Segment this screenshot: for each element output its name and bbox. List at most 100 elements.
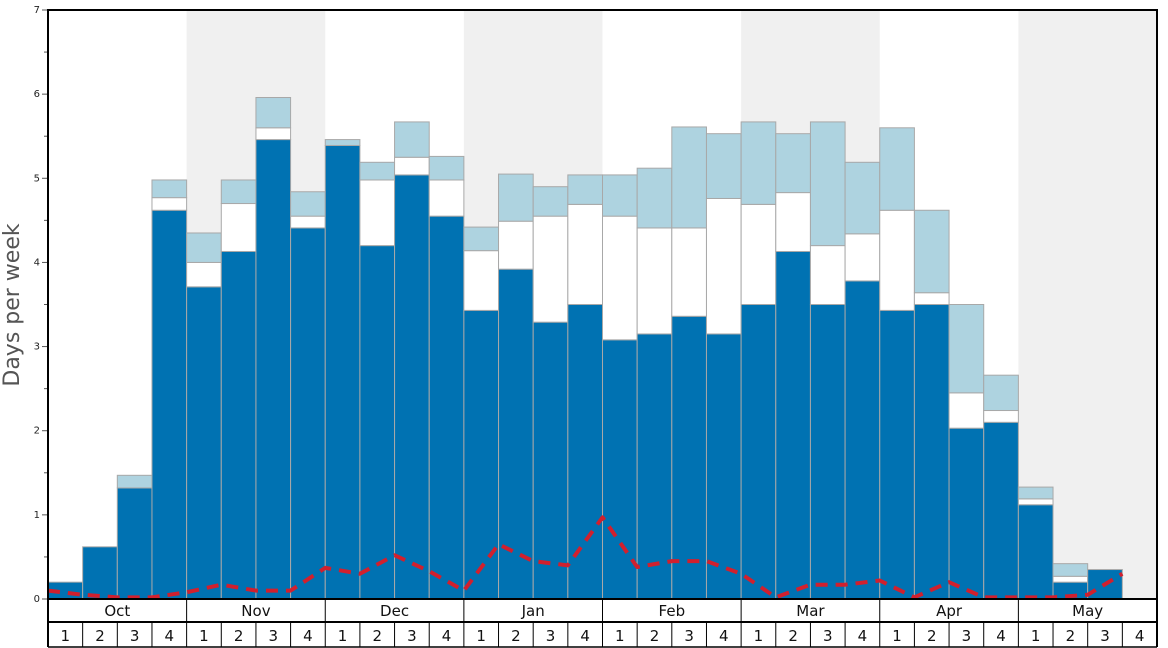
month-label: Nov — [241, 602, 270, 620]
week-label: 3 — [546, 627, 556, 645]
week-label: 2 — [1066, 627, 1076, 645]
bar-segment — [740, 304, 777, 600]
bar-segment — [636, 227, 673, 335]
month-label: Jan — [521, 602, 545, 620]
month-label: Mar — [796, 602, 825, 620]
bar-segment — [116, 487, 153, 600]
bar-segment — [809, 245, 846, 306]
bar-segment — [671, 126, 707, 229]
bar-segment — [151, 197, 188, 211]
bar-segment — [463, 309, 500, 600]
bar-segment — [220, 179, 257, 205]
bar-segment — [844, 233, 881, 282]
trend-line-path — [47, 515, 1124, 600]
bar-segment — [775, 192, 811, 252]
week-label: 3 — [407, 627, 417, 645]
bar-segment — [116, 474, 153, 489]
week-label: 4 — [442, 627, 452, 645]
bar-segment — [151, 179, 188, 199]
week-label: 2 — [788, 627, 798, 645]
bar-segment — [983, 374, 1019, 412]
bar-segment — [775, 250, 811, 600]
bar-segment — [428, 179, 465, 217]
bar-segment — [359, 161, 396, 181]
bar-segment — [602, 174, 638, 217]
bar-segment — [290, 191, 326, 217]
y-axis: 0 1 2 3 4 5 6 7 — [34, 5, 48, 605]
bar-segment — [255, 127, 292, 141]
bar-segment — [255, 97, 292, 129]
month-label: Dec — [380, 602, 409, 620]
bar-segment — [671, 315, 707, 600]
bar-segment — [983, 410, 1019, 423]
week-label: 1 — [199, 627, 209, 645]
bar-segment — [636, 333, 673, 600]
week-label: 1 — [754, 627, 764, 645]
month-label: May — [1072, 602, 1103, 620]
bar-segment — [602, 215, 638, 341]
y-tick-label: 3 — [34, 342, 40, 353]
bar-segment — [636, 167, 673, 229]
bar-segment — [186, 232, 222, 263]
week-label: 1 — [1031, 627, 1041, 645]
week-label: 1 — [61, 627, 71, 645]
bar-segment — [671, 227, 707, 317]
bar-segment — [775, 133, 811, 194]
bar-segment — [602, 339, 638, 600]
bar-segment — [498, 220, 534, 270]
bar-segment — [532, 215, 569, 323]
week-label: 4 — [1135, 627, 1145, 645]
bar-segment — [913, 292, 950, 306]
y-axis-label: Days per week — [0, 223, 25, 386]
y-tick-label: 4 — [34, 257, 40, 268]
bar-segment — [705, 333, 742, 600]
bar-segment — [1017, 498, 1054, 506]
bar-segment — [844, 161, 881, 235]
bar-segment — [324, 144, 361, 600]
week-label: 4 — [858, 627, 868, 645]
bar-segment — [879, 309, 915, 600]
bar-segment — [567, 203, 603, 305]
week-label: 3 — [823, 627, 833, 645]
bar-segment — [463, 226, 500, 252]
bar-segment — [1017, 504, 1054, 600]
week-label: 4 — [303, 627, 313, 645]
bar-segment — [1017, 486, 1054, 500]
week-label: 4 — [996, 627, 1006, 645]
bar-segment — [290, 227, 326, 600]
week-label: 4 — [719, 627, 729, 645]
bar-segment — [151, 209, 188, 600]
week-label: 3 — [684, 627, 694, 645]
month-label: Feb — [659, 602, 686, 620]
week-label: 2 — [650, 627, 660, 645]
bar-segment — [186, 286, 222, 600]
week-label: 3 — [1100, 627, 1110, 645]
bar-segment — [948, 427, 985, 600]
week-label: 3 — [962, 627, 972, 645]
bar-segment — [394, 156, 430, 176]
week-label: 1 — [615, 627, 625, 645]
y-tick-label: 1 — [34, 510, 40, 521]
month-label: Apr — [936, 602, 963, 620]
bar-segment — [428, 155, 465, 181]
week-label: 3 — [130, 627, 140, 645]
bar-segment — [879, 209, 915, 311]
y-tick-label: 0 — [34, 594, 40, 605]
month-label: Oct — [104, 602, 130, 620]
week-label: 3 — [268, 627, 278, 645]
week-label: 1 — [892, 627, 902, 645]
bar-segment — [809, 121, 846, 247]
bar-segment — [394, 121, 430, 158]
bar-segment — [705, 197, 742, 335]
bar-segment — [255, 139, 292, 600]
bar-segment — [498, 173, 534, 222]
week-label: 2 — [234, 627, 244, 645]
bar-segment — [1087, 569, 1123, 600]
bar-segment — [740, 203, 777, 305]
week-label: 4 — [580, 627, 590, 645]
week-label: 4 — [165, 627, 175, 645]
bar-segment — [983, 421, 1019, 600]
bar-segment — [809, 304, 846, 600]
bar-segment — [567, 174, 603, 205]
